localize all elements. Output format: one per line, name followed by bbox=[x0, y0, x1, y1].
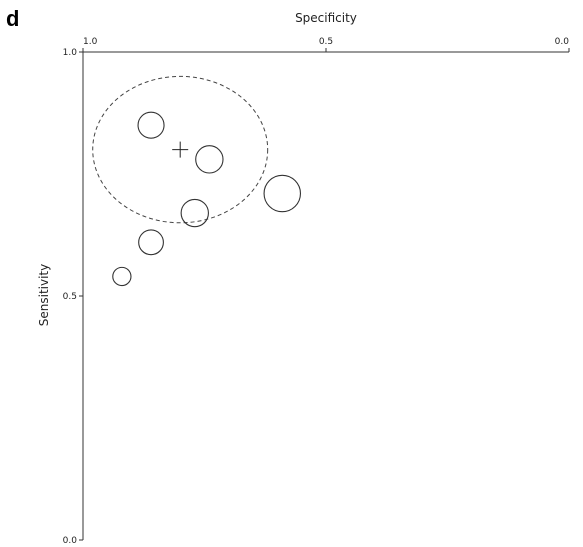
confidence-region-layer bbox=[92, 75, 269, 224]
study-point bbox=[138, 229, 164, 256]
x-axis-title: Specificity bbox=[295, 11, 357, 25]
study-point bbox=[263, 174, 302, 213]
y-axis-ticks: 1.0 0.5 0.0 bbox=[63, 48, 83, 546]
study-point bbox=[195, 145, 224, 174]
x-tick-label: 1.0 bbox=[83, 37, 98, 47]
x-axis-ticks: 1.0 0.5 0.0 bbox=[82, 37, 570, 52]
study-points-layer bbox=[112, 111, 302, 287]
y-tick-label: 0.0 bbox=[63, 536, 78, 546]
summary-point bbox=[172, 141, 189, 158]
y-axis-title: Sensitivity bbox=[37, 264, 51, 326]
summary-point-layer bbox=[172, 141, 189, 158]
y-tick-label: 0.5 bbox=[63, 292, 77, 302]
x-tick-label: 0.0 bbox=[555, 37, 570, 47]
x-tick-label: 0.5 bbox=[319, 37, 333, 47]
panel-label: d bbox=[6, 6, 19, 31]
study-point bbox=[180, 198, 209, 228]
study-point bbox=[137, 111, 165, 139]
study-point bbox=[112, 266, 132, 287]
y-tick-label: 1.0 bbox=[63, 48, 78, 58]
confidence-region bbox=[92, 75, 269, 224]
